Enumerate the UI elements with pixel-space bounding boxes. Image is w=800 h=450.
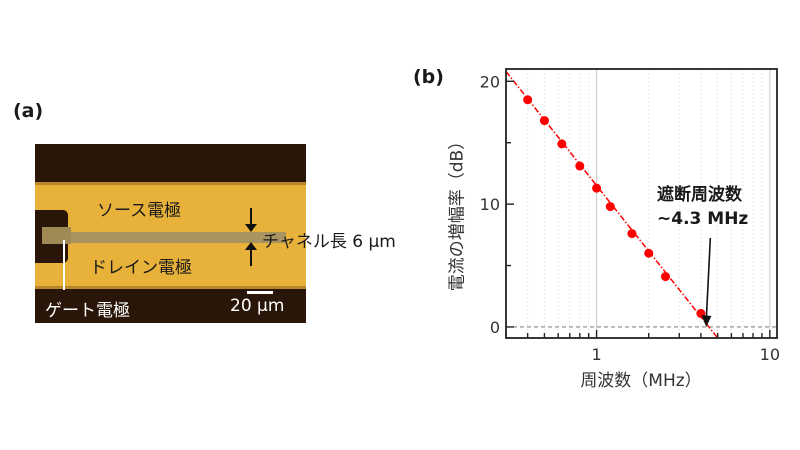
- axis-ticks: [505, 80, 771, 338]
- cutoff-annotation-title: 遮断周波数: [657, 185, 742, 205]
- gate-pad: [42, 227, 71, 244]
- channel-length-label: チャネル長 6 μm: [262, 232, 396, 252]
- scale-label: 20 μm: [230, 296, 285, 316]
- svg-text:20: 20: [480, 72, 500, 91]
- gate-electrode-label: ゲート電極: [45, 301, 130, 321]
- arrow-head-up-icon: [245, 242, 257, 250]
- arrow-head-down-icon: [245, 224, 257, 232]
- panel-a-label: (a): [13, 100, 44, 122]
- scale-bar: [247, 291, 273, 294]
- cutoff-annotation-value: ~4.3 MHz: [657, 209, 749, 229]
- x-axis-label: 周波数（MHz）: [580, 371, 702, 391]
- svg-text:10: 10: [760, 345, 780, 364]
- electrode-edge-bottom: [35, 286, 306, 289]
- drain-electrode-label: ドレイン電極: [90, 258, 192, 278]
- cutoff-annotation: 遮断周波数 ~4.3 MHz: [657, 183, 748, 231]
- channel-strip: [71, 232, 286, 243]
- micrograph: ソース電極 ドレイン電極 ゲート電極 20 μm: [35, 144, 306, 323]
- y-axis-label: 電流の増幅率（dB）: [447, 132, 468, 292]
- channel-arrow-down-icon: [250, 208, 252, 228]
- data-points: [523, 95, 706, 318]
- grid: [505, 69, 771, 338]
- source-electrode-label: ソース電極: [97, 201, 182, 221]
- cutoff-arrow-icon: [705, 237, 712, 319]
- panel-b-label: (b): [413, 66, 444, 88]
- electrode-edge-top: [35, 182, 306, 185]
- channel-arrow-up-icon: [250, 246, 252, 266]
- svg-text:1: 1: [591, 345, 601, 364]
- cutoff-arrow-head-icon: [701, 314, 712, 327]
- gate-pointer-line: [63, 240, 65, 290]
- svg-text:0: 0: [490, 318, 500, 337]
- svg-text:10: 10: [480, 195, 500, 214]
- tick-labels: 1 10 0 10 20: [480, 72, 780, 364]
